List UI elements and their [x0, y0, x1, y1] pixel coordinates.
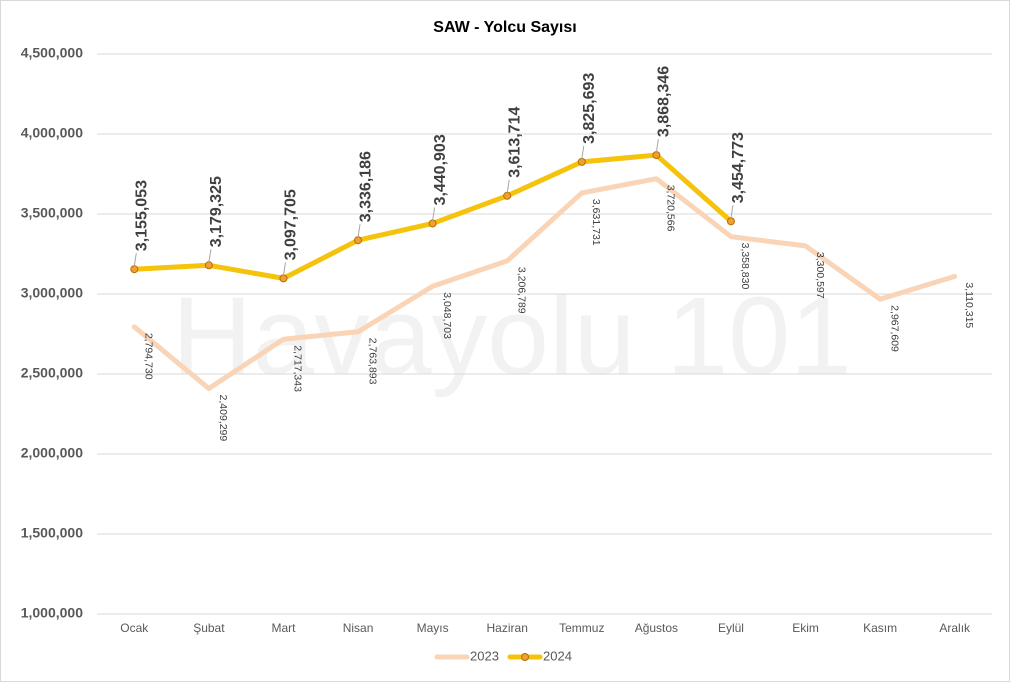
leader-line — [655, 138, 659, 153]
x-tick-label: Ocak — [120, 621, 149, 635]
y-tick-label: 3,000,000 — [21, 285, 83, 301]
point-marker — [577, 157, 586, 166]
data-label: 2,409,299 — [217, 395, 229, 442]
point-marker — [354, 236, 363, 245]
data-label: 3,720,566 — [665, 185, 677, 232]
data-label: 3,206,789 — [515, 267, 527, 314]
x-tick-label: Mart — [271, 621, 296, 635]
data-label: 3,613,714 — [506, 107, 523, 178]
x-tick-label: Haziran — [487, 621, 528, 635]
point-marker — [503, 191, 512, 200]
y-tick-label: 4,500,000 — [21, 45, 83, 61]
data-label: 3,868,346 — [656, 66, 673, 137]
leader-line — [432, 207, 436, 221]
x-tick-label: Eylül — [718, 621, 744, 635]
legend-label: 2024 — [543, 648, 572, 663]
leader-line — [730, 205, 734, 219]
y-tick-label: 3,500,000 — [21, 205, 83, 221]
leader-line — [133, 253, 137, 267]
point-marker — [726, 217, 735, 226]
data-label: 2,763,893 — [366, 338, 378, 385]
y-tick-label: 4,000,000 — [21, 125, 83, 141]
leader-line — [357, 224, 361, 238]
leader-line — [282, 262, 286, 276]
data-label: 3,300,597 — [814, 252, 826, 299]
x-tick-label: Kasım — [863, 621, 897, 635]
data-label: 3,631,731 — [590, 199, 602, 246]
legend-marker — [521, 653, 529, 661]
x-tick-label: Ağustos — [635, 621, 678, 635]
data-label: 3,179,325 — [208, 176, 225, 247]
x-tick-label: Mayıs — [417, 621, 449, 635]
data-label: 2,794,730 — [143, 333, 155, 380]
x-tick-label: Temmuz — [559, 621, 604, 635]
data-label: 3,336,186 — [357, 151, 374, 222]
chart-title: SAW - Yolcu Sayısı — [433, 19, 576, 36]
data-label: 2,717,343 — [292, 345, 304, 392]
x-tick-label: Şubat — [193, 621, 225, 635]
data-label: 2,967,609 — [888, 305, 900, 352]
leader-line — [581, 145, 585, 159]
data-label: 3,440,903 — [432, 134, 449, 205]
data-label: 3,097,705 — [283, 189, 300, 260]
y-tick-label: 1,000,000 — [21, 605, 83, 621]
x-tick-label: Nisan — [343, 621, 374, 635]
y-tick-label: 2,500,000 — [21, 365, 83, 381]
data-label: 3,825,693 — [581, 73, 598, 144]
y-tick-label: 2,000,000 — [21, 445, 83, 461]
point-marker — [652, 151, 661, 160]
x-tick-label: Aralık — [939, 621, 971, 635]
data-label: 3,454,773 — [730, 132, 747, 203]
point-marker — [130, 265, 139, 274]
series-line — [131, 176, 958, 392]
point-marker — [428, 219, 437, 228]
data-label: 3,048,703 — [441, 292, 453, 339]
y-tick-label: 1,500,000 — [21, 525, 83, 541]
data-label: 3,110,315 — [963, 282, 975, 328]
x-tick-label: Ekim — [792, 621, 819, 635]
point-marker — [204, 261, 213, 270]
leader-line — [208, 249, 212, 263]
point-marker — [279, 274, 288, 283]
legend-label: 2023 — [470, 648, 499, 663]
leader-line — [506, 179, 510, 193]
data-label: 3,155,053 — [134, 180, 151, 251]
data-label: 3,358,830 — [739, 243, 751, 290]
